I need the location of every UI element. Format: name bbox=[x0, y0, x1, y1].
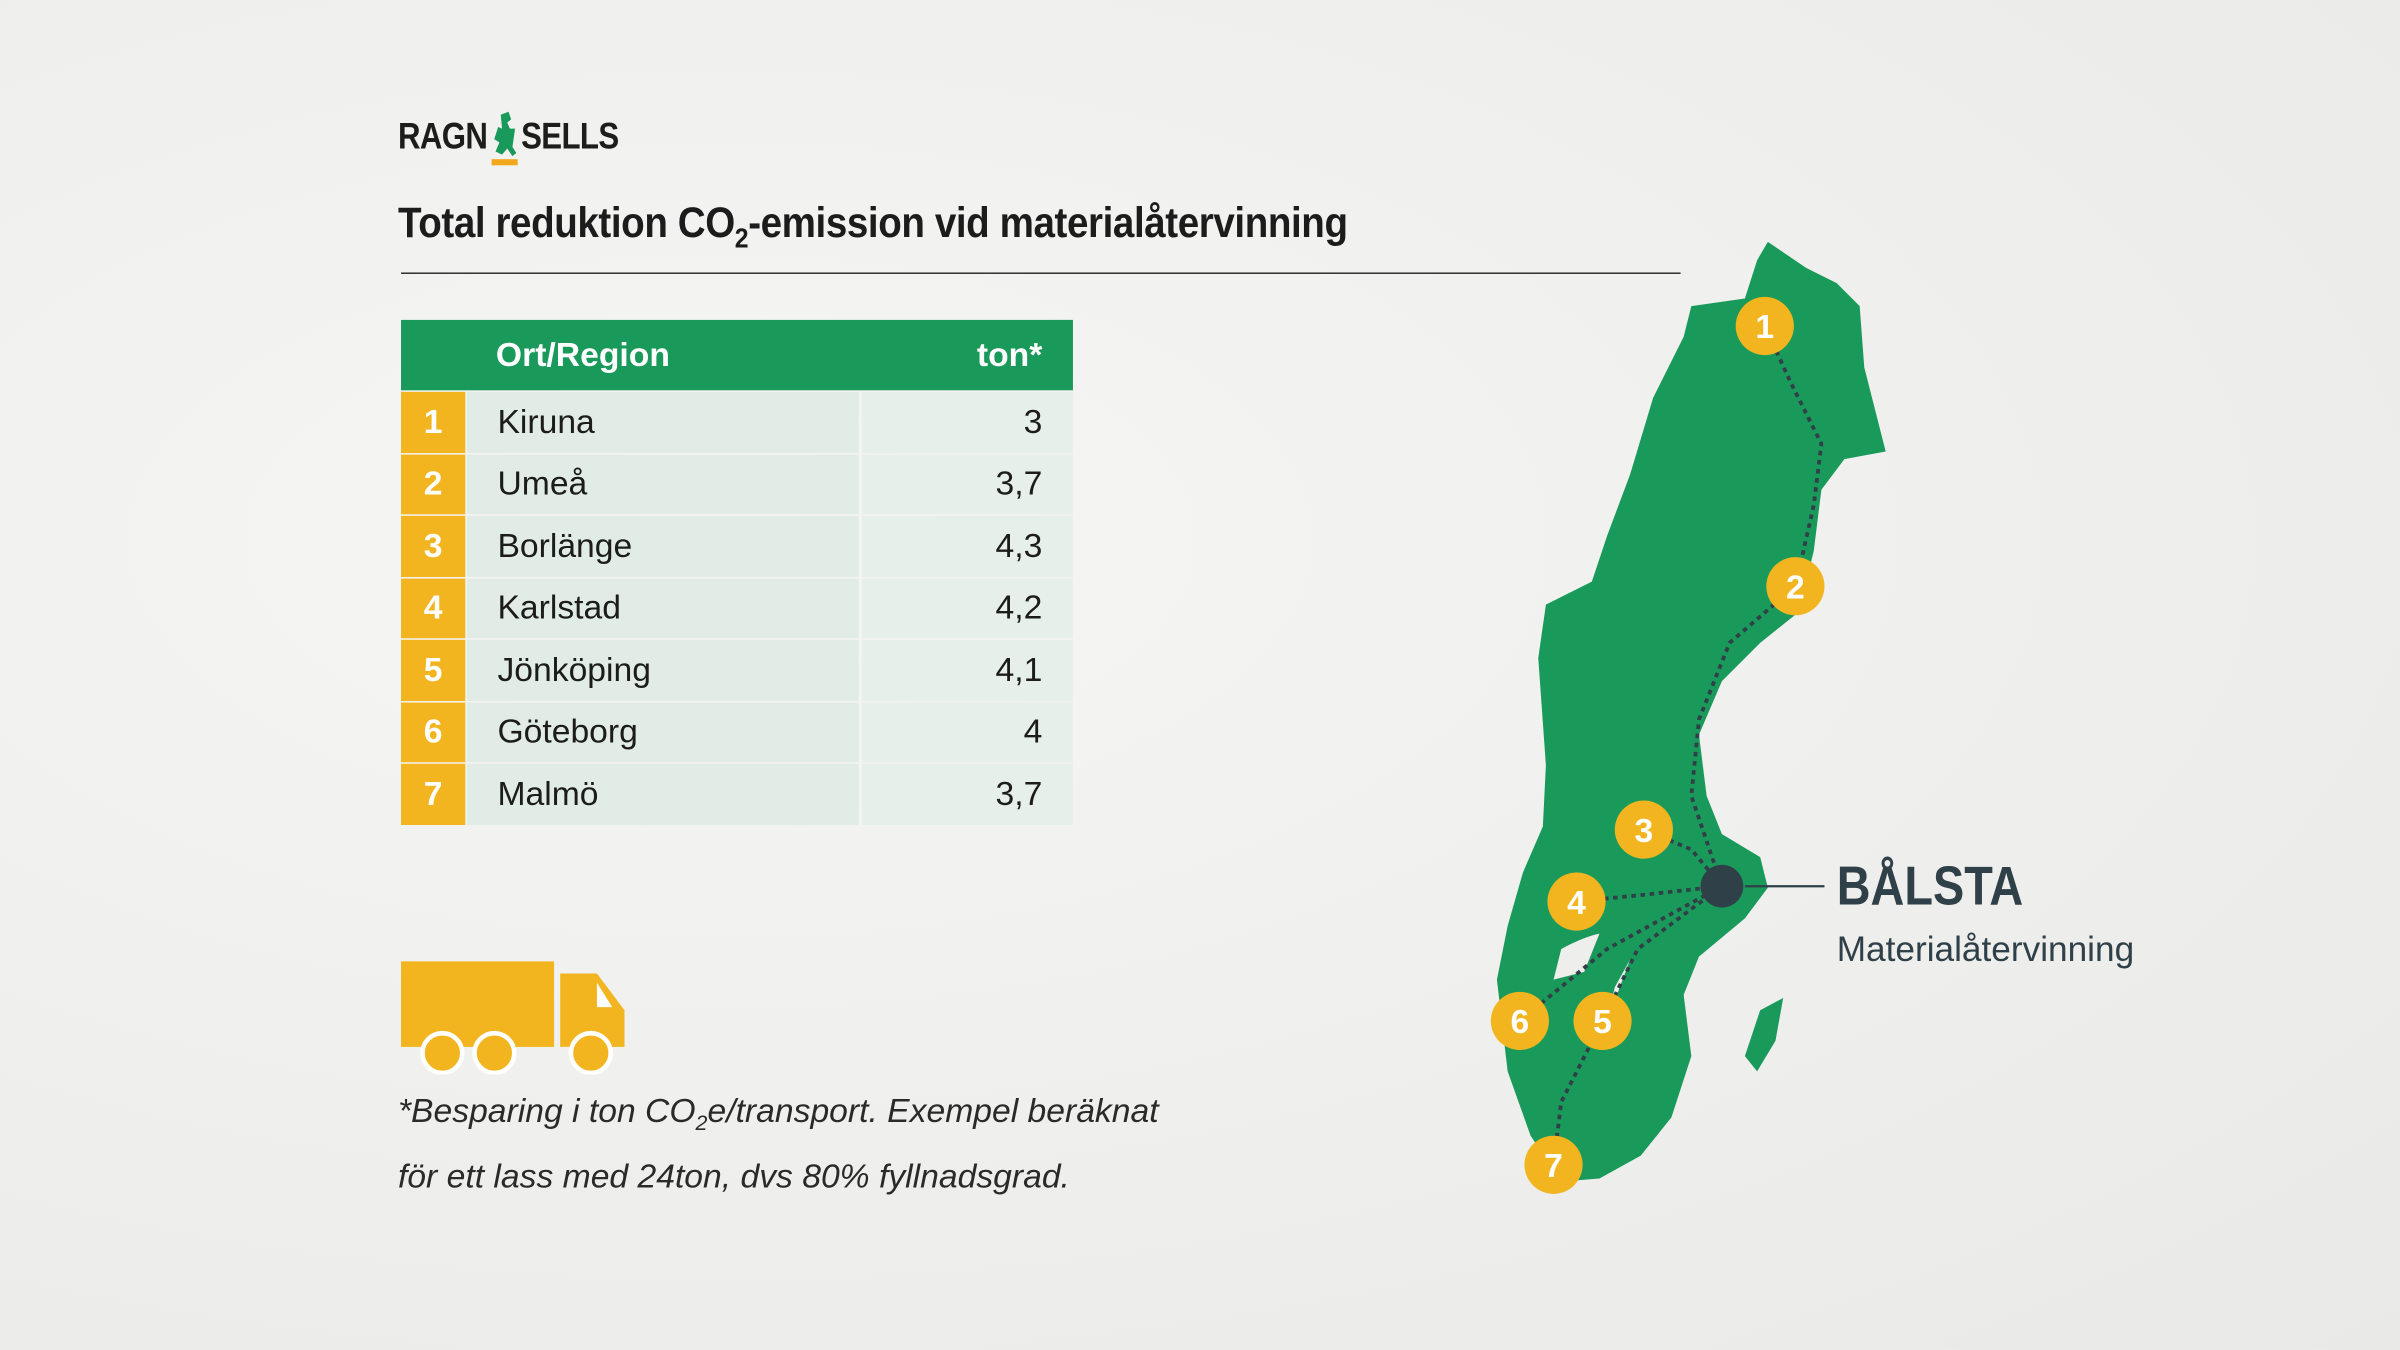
map-marker-6: 6 bbox=[1490, 991, 1549, 1050]
marker-number: 6 bbox=[1511, 1004, 1530, 1041]
logo-figure-icon bbox=[491, 111, 518, 166]
map-marker-3: 3 bbox=[1614, 800, 1673, 859]
row-city: Jönköping bbox=[466, 639, 859, 701]
ragn-sells-logo: RAGN SELLS bbox=[398, 107, 619, 168]
row-city: Göteborg bbox=[466, 701, 859, 763]
marker-number: 4 bbox=[1567, 885, 1586, 922]
table-row: 3 Borlänge 4,3 bbox=[401, 515, 1073, 577]
table-row: 4 Karlstad 4,2 bbox=[401, 577, 1073, 639]
map-marker-5: 5 bbox=[1573, 991, 1632, 1050]
row-ton: 4 bbox=[861, 701, 1073, 763]
row-ton: 4,3 bbox=[861, 515, 1073, 577]
row-ton: 3,7 bbox=[861, 453, 1073, 515]
marker-number: 1 bbox=[1755, 309, 1774, 346]
emission-table: Ort/Region ton* 1 Kiruna 3 2 Umeå 3,7 3 Borläng… bbox=[401, 319, 1073, 825]
row-number: 7 bbox=[401, 763, 466, 825]
hub-label: BÅLSTA bbox=[1836, 854, 2024, 917]
row-city: Malmö bbox=[466, 763, 859, 825]
table-row: 2 Umeå 3,7 bbox=[401, 453, 1073, 515]
row-number: 1 bbox=[401, 391, 466, 453]
gotland-shape bbox=[1744, 997, 1784, 1072]
map-marker-2: 2 bbox=[1766, 557, 1825, 616]
table-row: 7 Malmö 3,7 bbox=[401, 763, 1073, 825]
truck-icon bbox=[401, 961, 625, 1075]
row-number: 3 bbox=[401, 515, 466, 577]
row-city: Kiruna bbox=[466, 391, 859, 453]
logo-text-left: RAGN bbox=[397, 116, 488, 158]
row-number: 4 bbox=[401, 577, 466, 639]
map-marker-7: 7 bbox=[1524, 1135, 1583, 1194]
sweden-map: 1 2 3 4 5 6 7 bbox=[1490, 241, 1886, 1194]
row-number: 6 bbox=[401, 701, 466, 763]
marker-number: 3 bbox=[1635, 813, 1654, 850]
row-number: 5 bbox=[401, 639, 466, 701]
row-ton: 4,1 bbox=[861, 639, 1073, 701]
table-row: 5 Jönköping 4,1 bbox=[401, 639, 1073, 701]
map-marker-1: 1 bbox=[1735, 296, 1794, 356]
page-title: Total reduktion CO2-emission vid materia… bbox=[397, 198, 1348, 254]
header-region: Ort/Region bbox=[495, 335, 670, 374]
marker-number: 2 bbox=[1786, 569, 1805, 606]
sweden-shape bbox=[1496, 241, 1886, 1182]
marker-number: 7 bbox=[1544, 1148, 1563, 1185]
hub-sublabel: Materialåtervinning bbox=[1836, 929, 2135, 969]
row-city: Karlstad bbox=[466, 577, 859, 639]
table-row: 1 Kiruna 3 bbox=[401, 391, 1073, 453]
row-ton: 4,2 bbox=[861, 577, 1073, 639]
footnote: *Besparing i ton CO2e/transport. Exempel… bbox=[397, 1091, 1159, 1196]
marker-number: 5 bbox=[1593, 1004, 1612, 1041]
balsta-marker bbox=[1700, 864, 1744, 908]
row-ton: 3 bbox=[861, 391, 1073, 453]
row-city: Borlänge bbox=[466, 515, 859, 577]
divider bbox=[401, 272, 1681, 274]
header-ton: ton* bbox=[976, 335, 1043, 374]
table-row: 6 Göteborg 4 bbox=[401, 701, 1073, 763]
map-marker-4: 4 bbox=[1547, 872, 1606, 931]
row-number: 2 bbox=[401, 453, 466, 515]
row-city: Umeå bbox=[466, 453, 859, 515]
table-header: Ort/Region ton* bbox=[401, 319, 1073, 391]
logo-text-right: SELLS bbox=[521, 116, 619, 158]
row-ton: 3,7 bbox=[861, 763, 1073, 825]
